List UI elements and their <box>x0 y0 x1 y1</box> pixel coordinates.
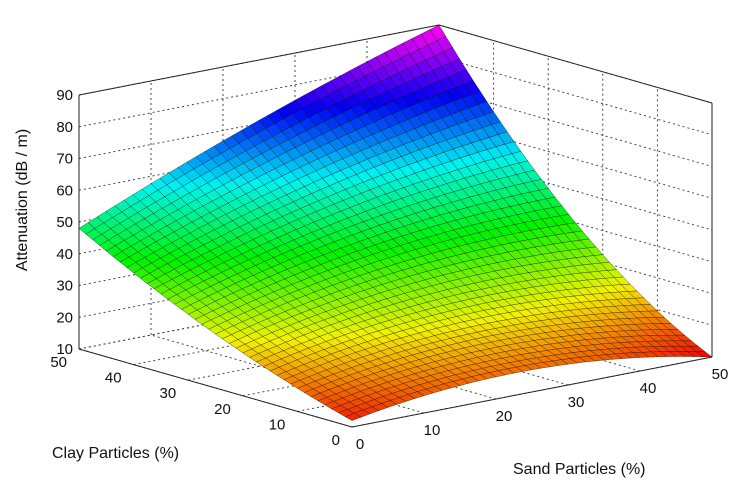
x-tick-label: 0 <box>356 436 364 453</box>
z-tick-label: 40 <box>56 246 73 263</box>
y-tick-label: 10 <box>269 416 286 433</box>
y-axis-label: Clay Particles (%) <box>52 445 179 462</box>
z-tick-label: 10 <box>56 341 73 358</box>
x-tick-label: 50 <box>712 366 729 383</box>
z-tick-label: 70 <box>56 151 73 168</box>
y-tick-label: 30 <box>160 385 177 402</box>
z-axis-label: Attenuation (dB / m) <box>14 129 31 271</box>
x-tick-label: 10 <box>424 422 441 439</box>
y-tick-label: 20 <box>214 401 231 418</box>
z-tick-label: 50 <box>56 214 73 231</box>
box-edge <box>351 356 713 428</box>
box-edge <box>78 24 440 96</box>
box-edge <box>78 348 353 428</box>
x-tick-label: 30 <box>568 394 585 411</box>
surface-patch <box>344 413 362 421</box>
y-tick-label: 40 <box>105 370 122 387</box>
x-axis-label: Sand Particles (%) <box>513 461 646 478</box>
z-tick-label: 80 <box>56 119 73 136</box>
box-edge <box>438 24 713 104</box>
z-tick-label: 30 <box>56 278 73 295</box>
y-tick-label: 0 <box>332 432 340 449</box>
x-tick-label: 20 <box>496 408 513 425</box>
z-tick-label: 90 <box>56 87 73 104</box>
z-tick-label: 20 <box>56 309 73 326</box>
x-tick-label: 40 <box>640 380 657 397</box>
z-tick-label: 60 <box>56 182 73 199</box>
y-tick-label: 50 <box>50 354 67 371</box>
surface-mesh <box>78 24 713 421</box>
